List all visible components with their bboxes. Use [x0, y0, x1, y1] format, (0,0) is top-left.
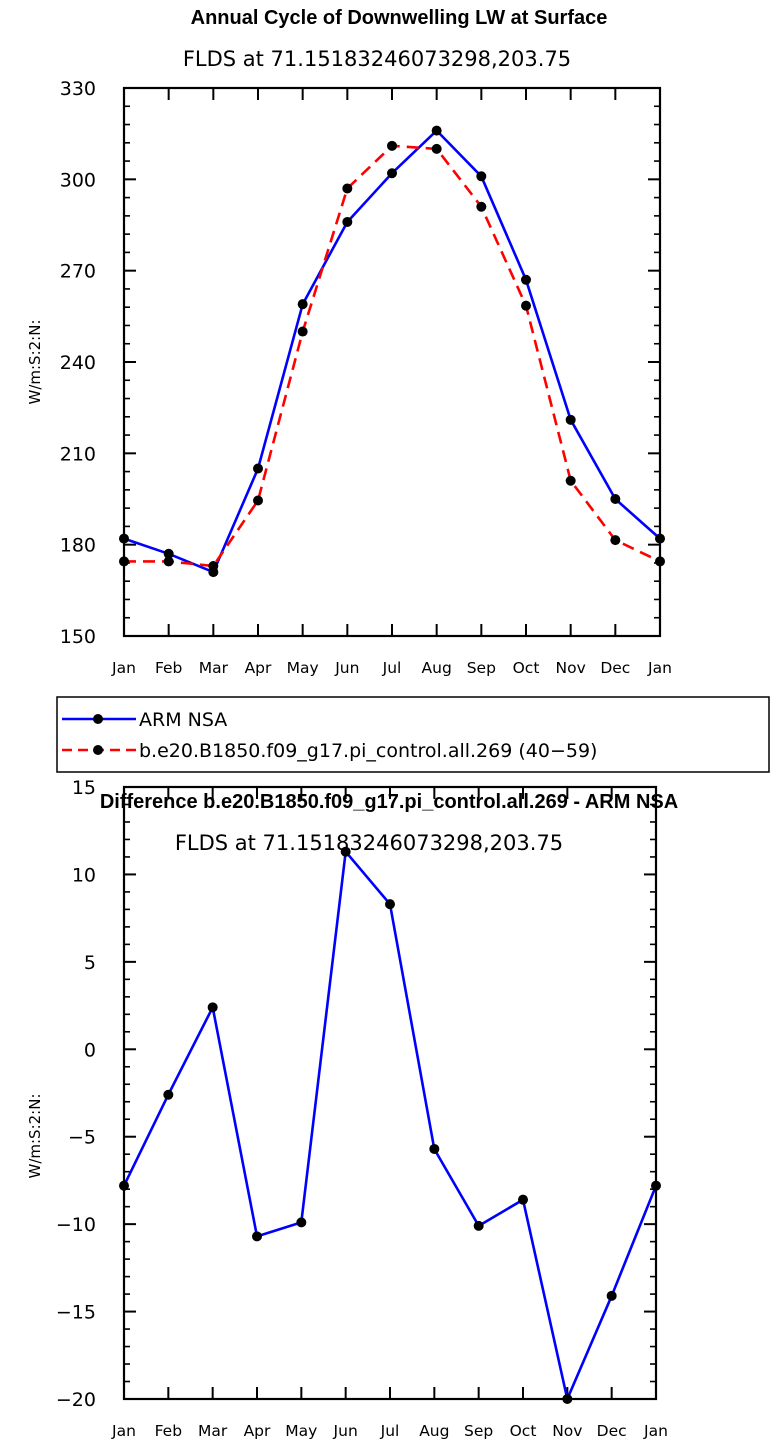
bottom-xtick-label: Feb: [155, 1422, 182, 1440]
bottom-chart-title: Difference b.e20.B1850.f09_g17.pi_contro…: [100, 791, 678, 813]
top-xtick-label: Oct: [513, 659, 540, 677]
top-series-1-point: [253, 495, 263, 506]
bottom-ytick-label: 15: [72, 777, 96, 799]
top-xtick-label: Sep: [467, 659, 496, 677]
top-xtick-label: Jul: [382, 659, 402, 677]
top-xtick-label: Aug: [422, 659, 452, 677]
top-xtick-label: Jan: [647, 659, 672, 677]
top-xtick-label: Jan: [111, 659, 136, 677]
bottom-xtick-label: May: [285, 1422, 317, 1440]
top-xtick-label: Jun: [334, 659, 359, 677]
bottom-series-0-point: [606, 1290, 617, 1301]
top-series-1-point: [163, 556, 174, 567]
bottom-ytick-label: −20: [56, 1389, 96, 1411]
top-series-0-point: [565, 414, 576, 425]
top-ytick-label: 270: [60, 261, 96, 283]
bottom-chart-subtitle: FLDS at 71.15183246073298,203.75: [175, 831, 563, 855]
bottom-xtick-label: Jan: [111, 1422, 136, 1440]
top-series-0-point: [253, 463, 263, 474]
legend-box: [56, 696, 770, 773]
bottom-xtick-label: Jul: [380, 1422, 400, 1440]
bottom-xtick-label: Dec: [597, 1422, 627, 1440]
top-ytick-label: 300: [60, 169, 96, 191]
top-series-line-1: [124, 144, 661, 568]
top-series-0-point: [297, 299, 308, 310]
top-series-1-point: [208, 560, 219, 571]
bottom-xtick-label: Jun: [333, 1422, 358, 1440]
top-series-0-point: [431, 125, 442, 136]
bottom-chart-ylabel: W/m:S:2:N:: [26, 1094, 44, 1179]
bottom-xtick-label: Nov: [552, 1422, 582, 1440]
bottom-series-0-point: [562, 1394, 573, 1404]
top-series-1-point: [119, 556, 129, 567]
top-ytick-label: 240: [60, 352, 96, 374]
top-series-1-point: [476, 201, 487, 212]
bottom-series-0-point: [119, 1180, 129, 1191]
bottom-series-0-point: [340, 846, 351, 857]
bottom-series-0-point: [207, 1002, 218, 1013]
bottom-series-0-point: [651, 1180, 661, 1191]
bottom-xtick-label: Sep: [464, 1422, 493, 1440]
top-series-1-point: [521, 300, 531, 311]
legend-label-arm-nsa: ARM NSA: [139, 709, 227, 731]
top-chart-ylabel: W/m:S:2:N:: [26, 320, 44, 405]
top-xtick-label: Nov: [556, 659, 586, 677]
bottom-ytick-label: −5: [68, 1127, 96, 1149]
top-ytick-label: 180: [60, 535, 96, 557]
top-chart-subtitle: FLDS at 71.15183246073298,203.75: [183, 47, 571, 71]
bottom-series-line-0: [122, 850, 658, 1401]
bottom-series-0-point: [252, 1231, 262, 1242]
top-series-0-point: [476, 171, 487, 182]
bottom-ytick-label: 10: [72, 864, 96, 886]
bottom-series-0-point: [385, 899, 395, 910]
top-series-0-point: [655, 533, 665, 544]
top-series-1-point: [387, 140, 397, 151]
bottom-chart-plot: −20 −15 −10 −5 0 5 10 15 Jan Feb Mar Apr May Jun Jul Au…: [56, 777, 668, 1440]
bottom-ytick-label: −10: [56, 1214, 96, 1236]
top-series-1-point: [565, 475, 576, 486]
bottom-xtick-label: Jan: [643, 1422, 668, 1440]
top-series-line-0: [123, 129, 661, 574]
bottom-ytick-label: 0: [84, 1039, 96, 1061]
bottom-xtick-label: Aug: [419, 1422, 449, 1440]
bottom-series-0-point: [163, 1089, 174, 1100]
bottom-xtick-label: Apr: [244, 1422, 271, 1440]
top-xtick-label: Dec: [600, 659, 630, 677]
top-ytick-label: 210: [60, 443, 96, 465]
top-xtick-label: Apr: [245, 659, 272, 677]
top-chart-plot: 150 180 210 240 270 300 330 Jan Feb Mar Apr May Jun J…: [60, 78, 672, 677]
bottom-xtick-label: Oct: [510, 1422, 537, 1440]
legend: ARM NSA b.e20.B1850.f09_g17.pi_control.a…: [56, 696, 770, 773]
top-series-0-point: [342, 216, 353, 227]
top-series-0-point: [521, 274, 531, 285]
bottom-series-0-point: [429, 1143, 440, 1154]
bottom-ytick-label: −15: [56, 1302, 96, 1324]
top-series-0-point: [119, 533, 129, 544]
bottom-series-0-point: [473, 1220, 484, 1231]
legend-marker-model: [93, 745, 103, 755]
top-xtick-label: May: [287, 659, 319, 677]
top-series-1-point: [342, 183, 353, 194]
top-series-0-point: [163, 548, 174, 559]
top-ytick-label: 150: [60, 626, 96, 648]
bottom-ytick-label: 5: [84, 952, 96, 974]
top-series-0-point: [387, 168, 397, 179]
top-xtick-label: Feb: [155, 659, 182, 677]
legend-marker-arm-nsa: [93, 714, 103, 724]
top-ytick-label: 330: [60, 78, 96, 100]
bottom-series-0-point: [518, 1194, 528, 1205]
top-series-1-point: [655, 556, 665, 567]
top-chart-title: Annual Cycle of Downwelling LW at Surfac…: [191, 7, 608, 29]
top-series-0-point: [610, 494, 621, 504]
bottom-chart-frame: [122, 785, 658, 1401]
bottom-series-0-point: [296, 1217, 307, 1228]
top-series-1-point: [610, 535, 621, 546]
top-series-1-point: [431, 143, 442, 154]
top-xtick-label: Mar: [199, 659, 229, 677]
legend-label-model: b.e20.B1850.f09_g17.pi_control.all.269 (…: [139, 740, 597, 762]
top-series-1-point: [297, 326, 308, 337]
bottom-xtick-label: Mar: [198, 1422, 228, 1440]
